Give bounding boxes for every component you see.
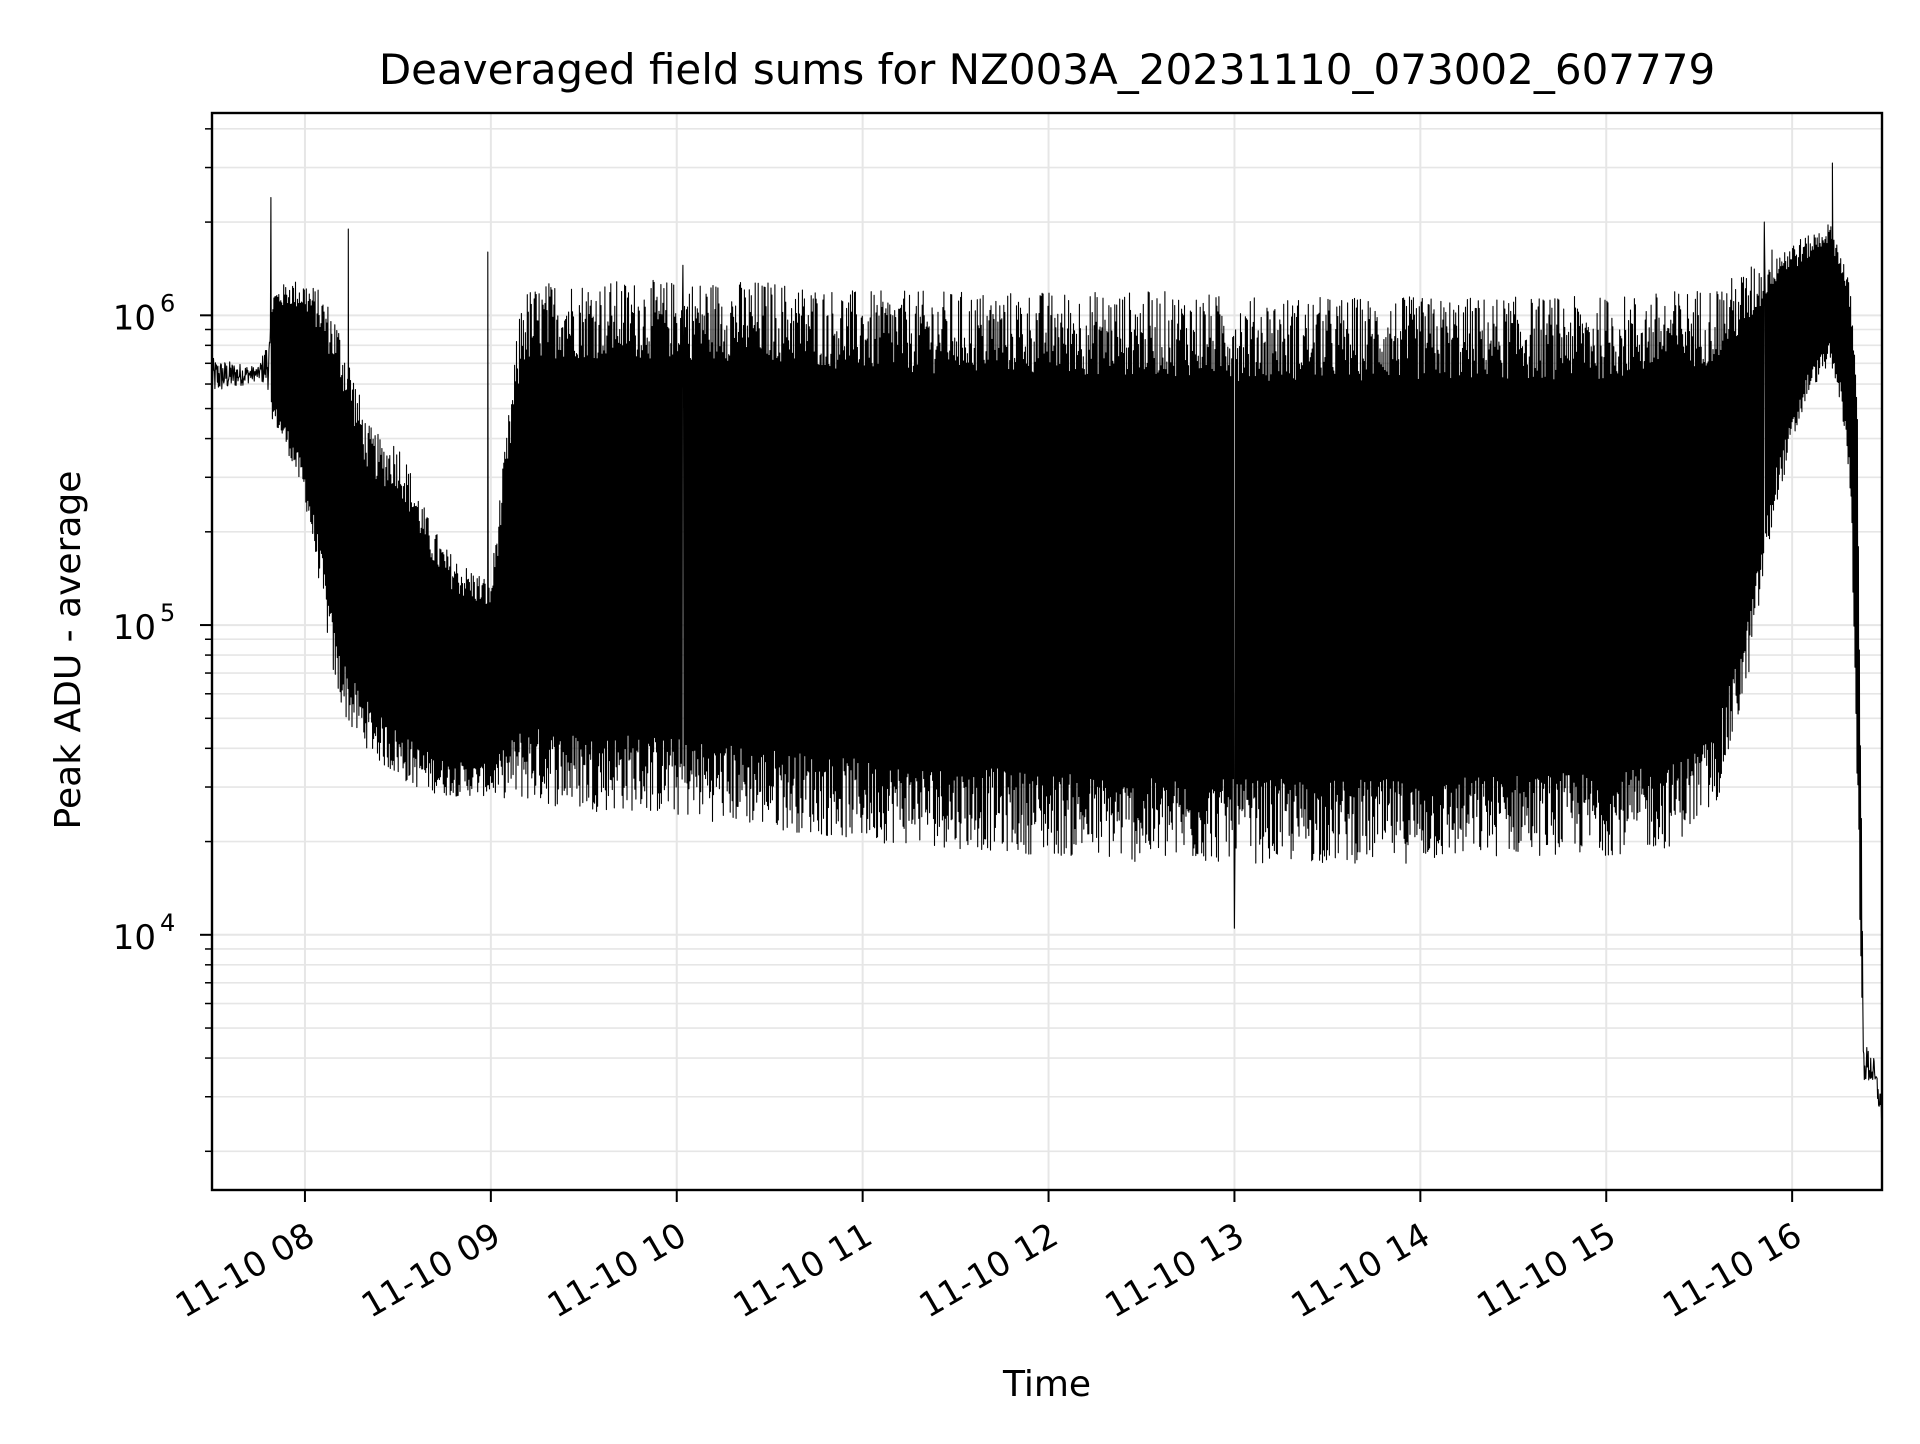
- y-tick-label-2: 10: [113, 298, 156, 338]
- series-line-peak-adu: [211, 162, 1883, 1119]
- chart-title: Deaveraged field sums for NZ003A_2023111…: [379, 45, 1715, 94]
- plot-frame: [210, 111, 1884, 1192]
- y-tick-exponent-2: 6: [160, 289, 175, 317]
- y-tick-label-0: 10: [113, 918, 156, 958]
- y-axis-label: Peak ADU - average: [48, 471, 89, 830]
- y-tick-exponent-0: 4: [160, 909, 175, 937]
- x-axis-label: Time: [1002, 1364, 1091, 1405]
- y-tick-exponent-1: 5: [160, 599, 175, 627]
- y-tick-label-1: 10: [113, 608, 156, 648]
- data-layer: [211, 162, 1883, 1119]
